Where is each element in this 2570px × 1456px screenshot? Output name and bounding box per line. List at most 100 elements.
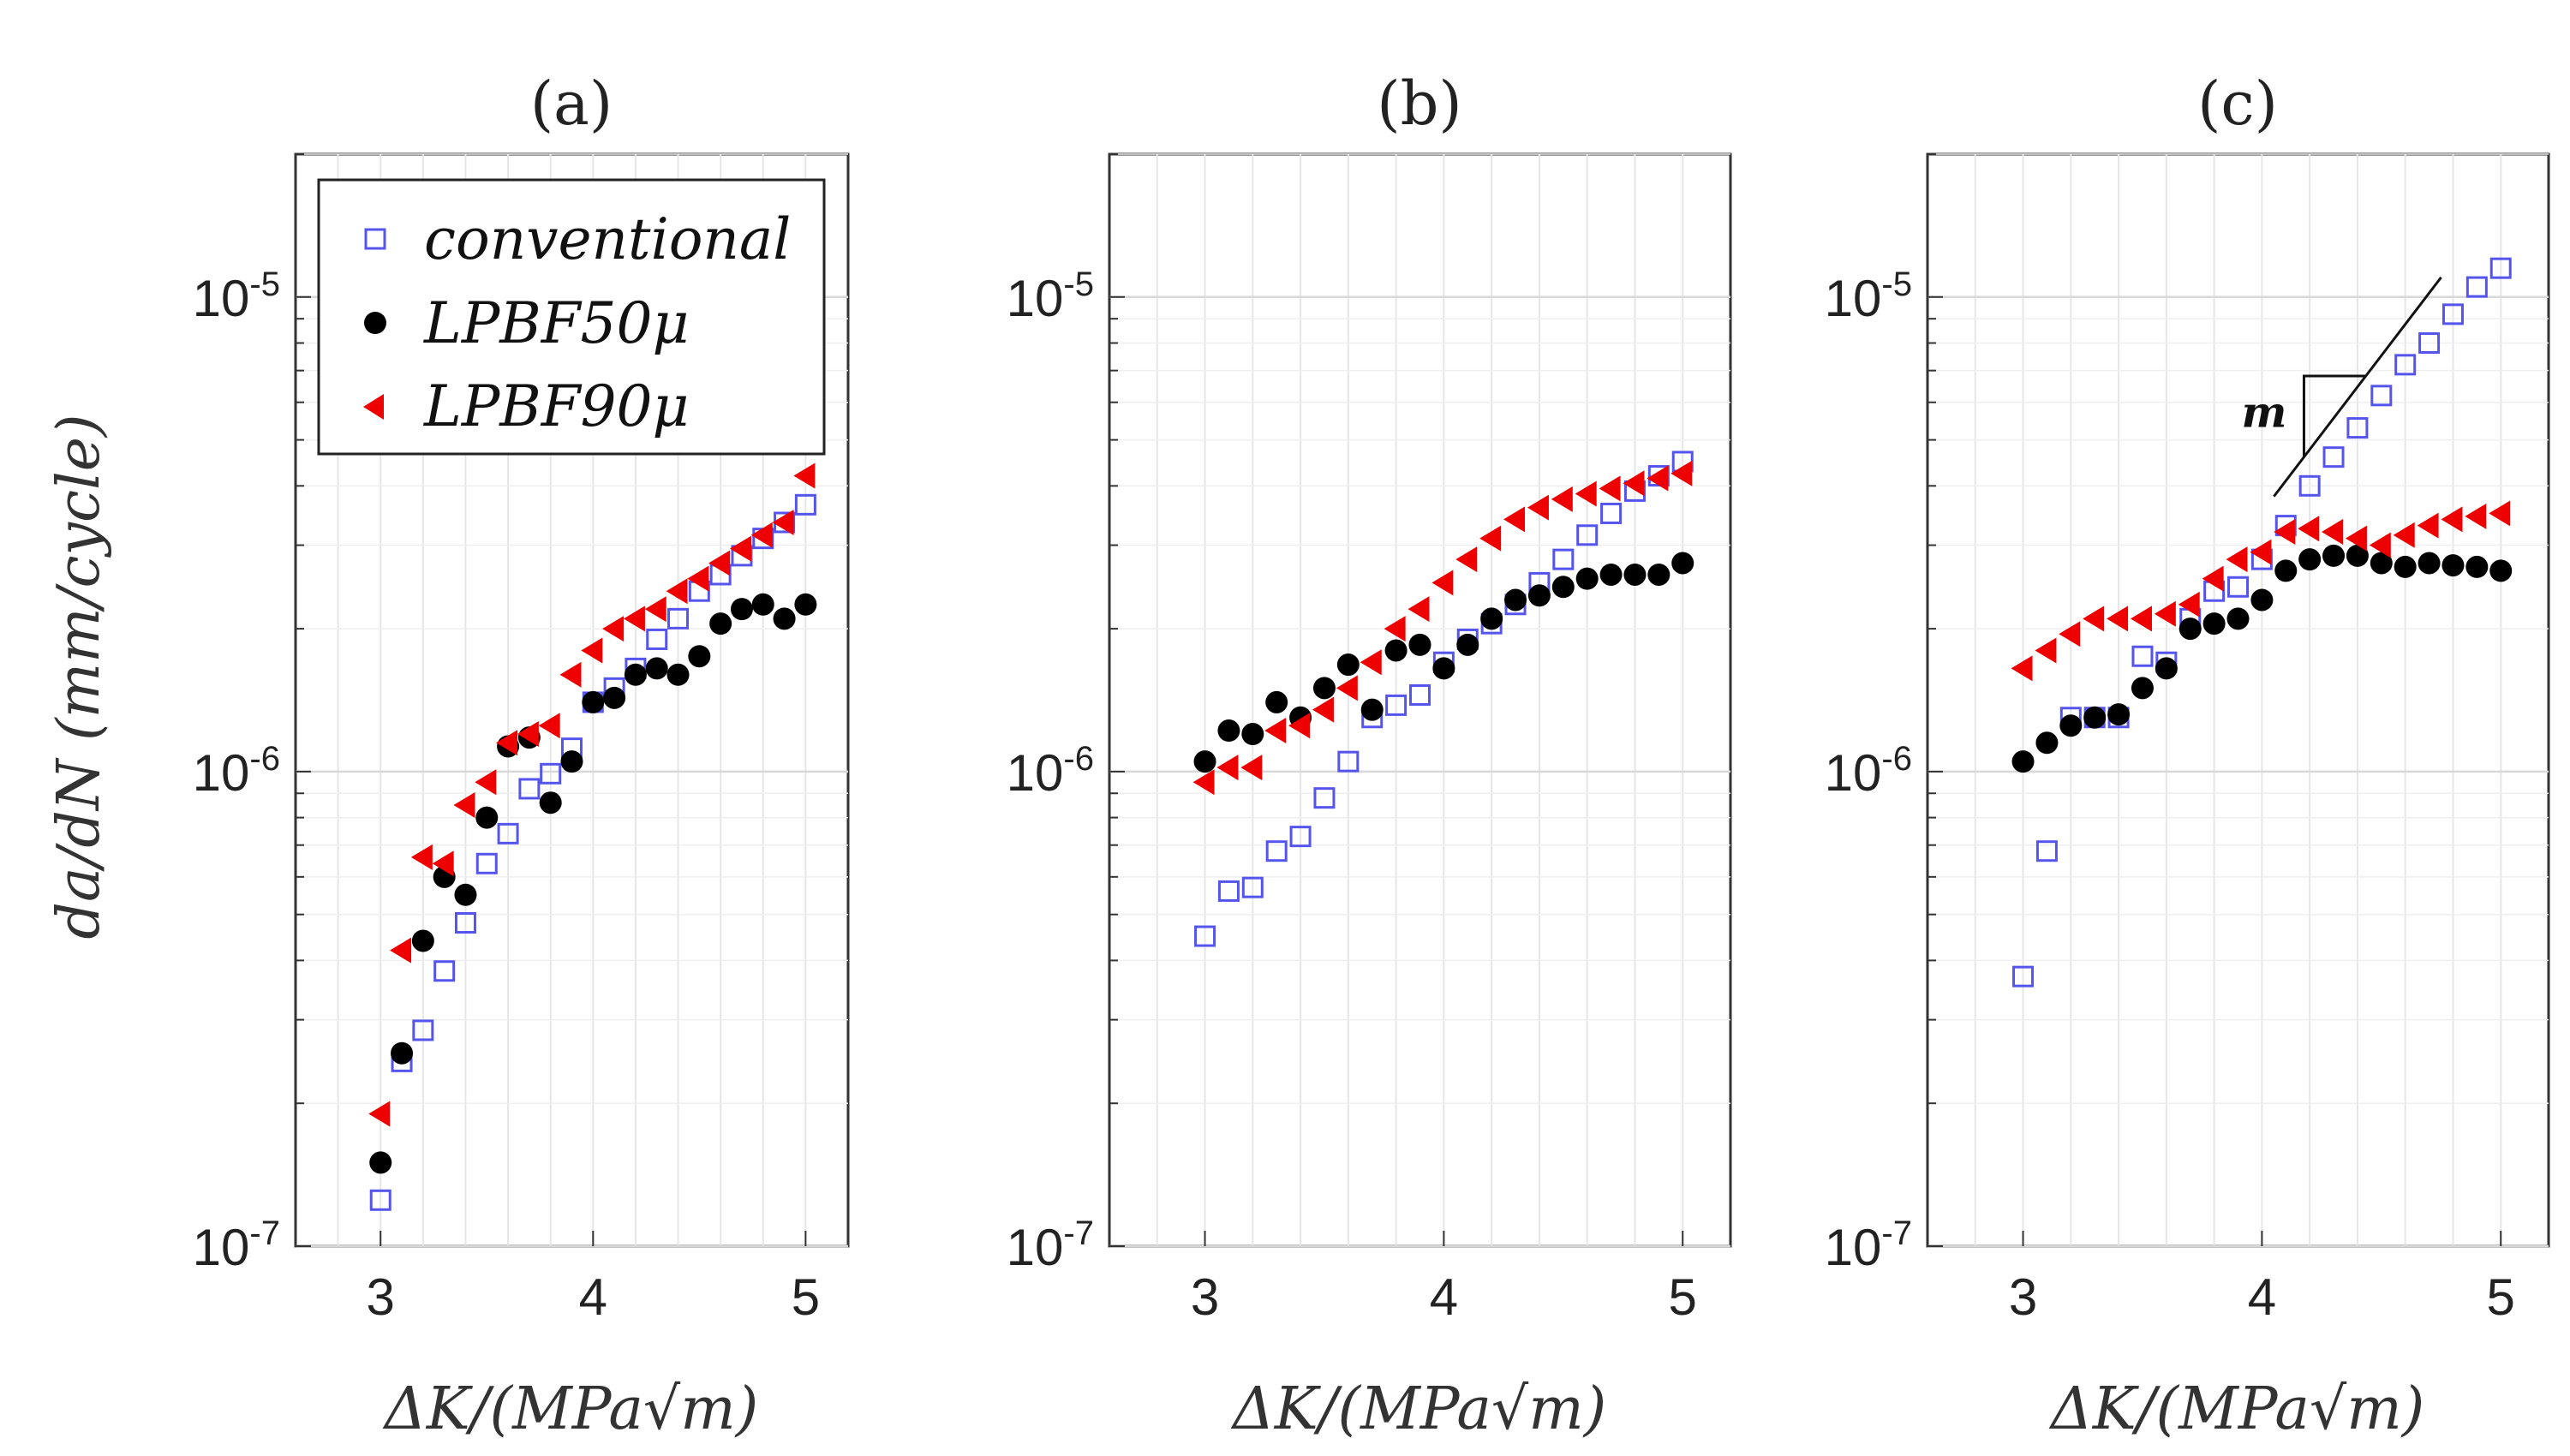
legend-label-conventional: conventional (424, 206, 791, 272)
x-tick-label-a: 4 (579, 1268, 607, 1326)
point-lpbf90-b (1360, 649, 1382, 676)
legend-marker-lpbf90 (363, 394, 384, 420)
y-tick-base-b: 10 (1007, 744, 1064, 802)
point-lpbf50-b (1480, 607, 1503, 630)
point-conventional-b (1337, 750, 1360, 773)
plot-area-b (1108, 152, 1732, 1248)
point-conventional-b (1217, 880, 1240, 902)
point-conventional-a (646, 628, 668, 650)
point-conventional-b (1385, 694, 1408, 716)
point-lpbf90-c (2178, 591, 2200, 618)
point-lpbf50-c (2394, 555, 2417, 578)
point-lpbf90-a (708, 550, 731, 576)
y-tick-base-a: 10 (193, 744, 250, 802)
point-lpbf90-b (1527, 494, 1549, 521)
point-lpbf50-b (1384, 639, 1408, 662)
y-tick-exp-c: -5 (1881, 266, 1912, 303)
point-lpbf90-c (2465, 503, 2487, 529)
slope-triangle (2302, 374, 2366, 457)
point-lpbf50-c (2465, 555, 2489, 578)
point-lpbf50-c (2274, 559, 2298, 582)
point-conventional-a (433, 960, 456, 982)
point-lpbf50-c (2155, 657, 2178, 680)
y-tick-exp-c: -7 (1881, 1214, 1912, 1252)
point-lpbf50-b (1241, 723, 1264, 746)
point-lpbf90-c (2274, 518, 2296, 545)
point-lpbf50-b (1193, 750, 1216, 773)
y-tick-base-c: 10 (1825, 1219, 1882, 1276)
x-tick-label-b: 5 (1669, 1268, 1697, 1326)
point-lpbf50-a (730, 598, 753, 621)
point-conventional-c (2131, 645, 2154, 667)
point-lpbf50-c (2202, 612, 2226, 636)
point-lpbf50-a (751, 593, 774, 616)
point-lpbf50-b (1575, 567, 1599, 590)
point-lpbf90-a (581, 637, 603, 664)
point-lpbf90-c (2202, 565, 2224, 592)
point-lpbf90-c (2011, 655, 2033, 682)
point-lpbf90-b (1647, 465, 1669, 492)
point-conventional-c (2418, 331, 2441, 354)
point-lpbf90-a (729, 535, 751, 562)
point-lpbf50-b (1504, 588, 1527, 612)
point-lpbf90-a (475, 769, 497, 796)
point-lpbf90-c (2298, 516, 2320, 542)
point-conventional-c (2370, 385, 2393, 407)
point-lpbf50-b (1456, 633, 1479, 656)
point-lpbf50-a (709, 612, 732, 636)
y-tick-label-b: 10-6 (1007, 740, 1094, 802)
point-lpbf90-a (644, 596, 666, 623)
ticks-c: 3 4 510-710-610-5 (1825, 153, 2515, 1326)
point-lpbf90-a (538, 713, 560, 739)
point-lpbf90-b (1431, 570, 1454, 596)
legend-label-lpbf90: LPBF90μ (423, 373, 689, 439)
point-lpbf90-c (2441, 506, 2463, 533)
x-tick-label-a: 5 (792, 1268, 820, 1326)
point-lpbf50-b (1360, 698, 1384, 721)
y-axis-label: da/dN (mm/cycle) (45, 414, 113, 939)
point-lpbf90-c (2369, 532, 2391, 558)
point-conventional-a (454, 912, 476, 934)
point-conventional-a (412, 1019, 434, 1041)
point-lpbf90-a (517, 721, 539, 748)
point-lpbf50-a (645, 657, 668, 680)
point-lpbf90-c (2130, 606, 2152, 632)
point-lpbf50-c (2370, 552, 2393, 575)
point-conventional-b (1289, 826, 1312, 848)
point-conventional-c (2012, 965, 2035, 988)
point-lpbf50-c (2179, 618, 2202, 641)
point-lpbf50-c (2346, 544, 2369, 567)
marks-b (1192, 451, 1694, 947)
point-conventional-b (1241, 876, 1264, 898)
point-lpbf90-a (687, 565, 709, 592)
point-lpbf50-c (2035, 731, 2059, 755)
point-lpbf50-a (560, 750, 583, 773)
y-tick-exp-b: -5 (1063, 266, 1094, 303)
point-lpbf90-a (793, 462, 816, 489)
point-lpbf50-a (411, 929, 434, 952)
point-lpbf50-a (603, 686, 626, 709)
point-lpbf90-a (390, 937, 412, 964)
point-lpbf50-a (666, 663, 690, 686)
point-lpbf50-a (773, 607, 796, 630)
panel-b: 3 4 510-710-610-5 (b) ΔK/(MPa√m) (1007, 69, 1732, 1443)
point-lpbf90-c (2083, 606, 2105, 632)
point-lpbf90-c (2250, 539, 2272, 565)
y-tick-base-c: 10 (1825, 270, 1882, 327)
point-lpbf50-c (2083, 706, 2107, 729)
point-lpbf90-c (2035, 637, 2057, 664)
point-lpbf90-b (1288, 713, 1311, 739)
y-tick-exp-c: -6 (1881, 740, 1912, 778)
point-lpbf50-b (1432, 657, 1455, 680)
point-lpbf50-b (1336, 653, 1360, 677)
point-lpbf90-b (1551, 486, 1573, 512)
panel-title-b: (b) (1377, 69, 1461, 139)
point-lpbf90-b (1216, 755, 1239, 781)
point-lpbf90-a (602, 616, 625, 642)
point-lpbf90-a (410, 844, 433, 870)
point-lpbf50-b (1599, 563, 1623, 586)
y-tick-exp-a: -7 (249, 1214, 280, 1252)
point-lpbf50-c (2322, 544, 2346, 567)
point-lpbf50-c (2011, 750, 2035, 773)
